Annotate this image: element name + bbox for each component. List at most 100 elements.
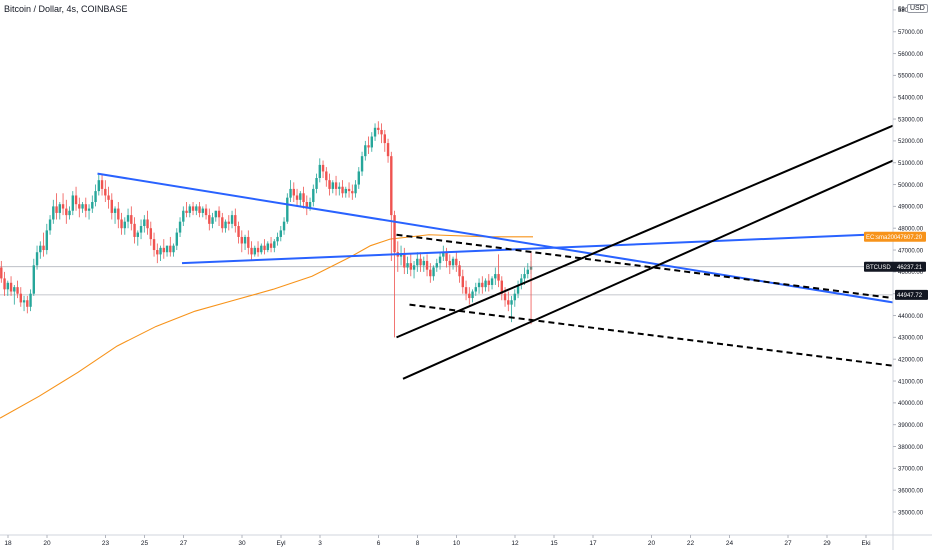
candle — [185, 202, 188, 218]
candle — [65, 199, 68, 224]
candle-body — [32, 265, 35, 294]
candle-body — [178, 221, 182, 233]
candle — [29, 289, 32, 312]
candle-body — [113, 208, 117, 213]
candle-body — [84, 204, 87, 211]
candle-body — [367, 145, 370, 148]
candle — [416, 252, 419, 272]
price-label-value: 44947.72 — [897, 293, 923, 299]
candle — [123, 217, 126, 235]
candle — [526, 263, 529, 279]
candle — [247, 230, 250, 255]
candle — [451, 256, 455, 270]
candle — [198, 202, 201, 218]
candle — [403, 247, 406, 275]
candle — [487, 274, 490, 292]
y-tick-label: 46000.00 — [898, 270, 924, 276]
candle-body — [104, 188, 107, 196]
candle-body — [16, 287, 19, 294]
candle-body — [97, 180, 100, 192]
x-tick-label: Eki — [861, 540, 870, 547]
candle-body — [172, 245, 175, 253]
candle — [117, 202, 120, 229]
y-tick-label: 44000.00 — [898, 314, 924, 320]
candle-body — [338, 186, 341, 189]
sma200-layer — [0, 234, 533, 419]
candle-body — [289, 188, 292, 198]
candle — [419, 252, 422, 272]
candle — [386, 138, 390, 163]
x-tick-label: 22 — [687, 540, 695, 547]
candle-body — [39, 245, 42, 253]
price-label-value: 46237.21 — [897, 265, 923, 271]
candle — [464, 280, 468, 301]
chart-title: Bitcoin / Dollar, 4s, COINBASE — [4, 4, 128, 14]
candle — [279, 226, 282, 242]
currency-badge[interactable]: USD — [907, 4, 928, 13]
candle-body — [481, 282, 484, 288]
candle — [84, 197, 87, 218]
candle-body — [315, 178, 318, 189]
candle-body — [318, 164, 321, 179]
candle — [516, 280, 520, 299]
candle — [468, 287, 471, 305]
candle — [383, 129, 386, 152]
candle-body — [204, 208, 208, 216]
y-tick-label: 53000.00 — [898, 117, 924, 123]
black-channel-upper-trendline — [396, 124, 894, 339]
candle-body — [243, 236, 247, 244]
y-tick-label: 55000.00 — [898, 74, 924, 80]
candle — [3, 271, 6, 296]
x-tick-label: 18 — [4, 540, 12, 547]
candle — [221, 212, 224, 233]
y-tick-label: 39000.00 — [898, 423, 924, 429]
candle — [399, 245, 403, 266]
candle-body — [234, 215, 237, 227]
candle-body — [305, 202, 308, 209]
candle — [149, 221, 152, 246]
candle-body — [383, 134, 386, 144]
candle-body — [516, 284, 520, 294]
y-tick-label: 52000.00 — [898, 139, 924, 145]
price-label-bg — [895, 289, 928, 300]
time-axis[interactable]: 18 20 23 25 27 30 Eyl 3 6 8 10 12 15 17 20 22 24 27 29 Eki — [0, 534, 932, 547]
candle-body — [165, 245, 169, 253]
candle-body — [377, 127, 380, 130]
candle — [409, 254, 412, 277]
candle — [74, 186, 78, 211]
candle-body — [435, 263, 438, 268]
candle — [146, 210, 149, 235]
candle-body — [399, 254, 403, 257]
price-axis[interactable]: 35000.00 36000.00 37000.00 38000.00 39000.00… — [892, 0, 924, 550]
candle-body — [169, 245, 172, 253]
candle — [461, 269, 464, 294]
candle — [55, 193, 58, 220]
candle — [438, 252, 442, 270]
candle — [429, 263, 432, 283]
x-tick-label: 10 — [453, 540, 461, 547]
dashed-upper-trendline — [396, 233, 894, 300]
candle — [263, 239, 266, 255]
candle-body — [191, 206, 195, 211]
candle — [204, 204, 208, 220]
candle-body — [211, 217, 214, 224]
candle — [341, 180, 344, 198]
candle — [494, 267, 497, 285]
x-tick-label: 20 — [43, 540, 51, 547]
candle — [159, 245, 162, 261]
candle — [217, 206, 221, 227]
candle — [243, 234, 247, 251]
candle-body — [344, 188, 347, 194]
candle-body — [334, 182, 338, 189]
price-label-bg — [864, 261, 926, 272]
candle — [188, 204, 191, 218]
candle — [211, 212, 214, 229]
candle-body — [195, 206, 198, 211]
y-tick-label: 35000.00 — [898, 510, 924, 516]
y-tick-label: 40000.00 — [898, 401, 924, 407]
candle-body — [162, 247, 165, 253]
candle-body — [507, 300, 510, 305]
candle — [318, 158, 321, 183]
candle — [347, 182, 351, 198]
